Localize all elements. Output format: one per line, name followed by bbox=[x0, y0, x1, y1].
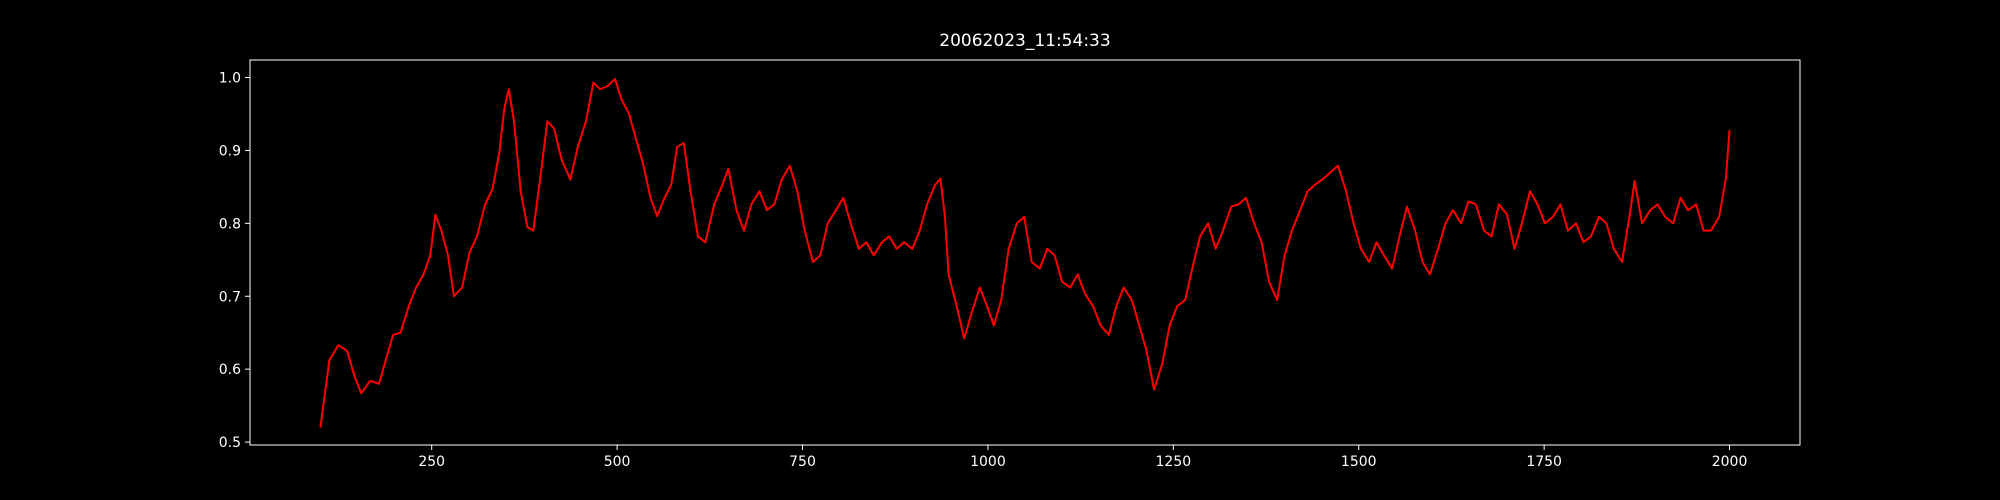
y-tick-label: 0.7 bbox=[219, 289, 241, 305]
x-tick-label: 250 bbox=[418, 454, 445, 470]
x-tick-label: 1750 bbox=[1526, 454, 1562, 470]
data-line bbox=[319, 77, 1731, 428]
x-tick-label: 1250 bbox=[1156, 454, 1192, 470]
y-tick-label: 1.0 bbox=[219, 71, 241, 87]
x-tick-label: 500 bbox=[604, 454, 631, 470]
x-tick-label: 750 bbox=[789, 454, 816, 470]
plot-frame bbox=[249, 59, 1801, 446]
y-tick-label: 0.6 bbox=[219, 362, 241, 378]
y-tick-label: 0.9 bbox=[219, 143, 241, 159]
x-tick-label: 1000 bbox=[970, 454, 1006, 470]
y-tick-label: 0.8 bbox=[219, 216, 241, 232]
x-tick-label: 1500 bbox=[1341, 454, 1377, 470]
y-tick-label: 0.5 bbox=[219, 435, 241, 451]
chart-title: 20062023_11:54:33 bbox=[939, 31, 1110, 51]
x-tick-label: 2000 bbox=[1712, 454, 1748, 470]
